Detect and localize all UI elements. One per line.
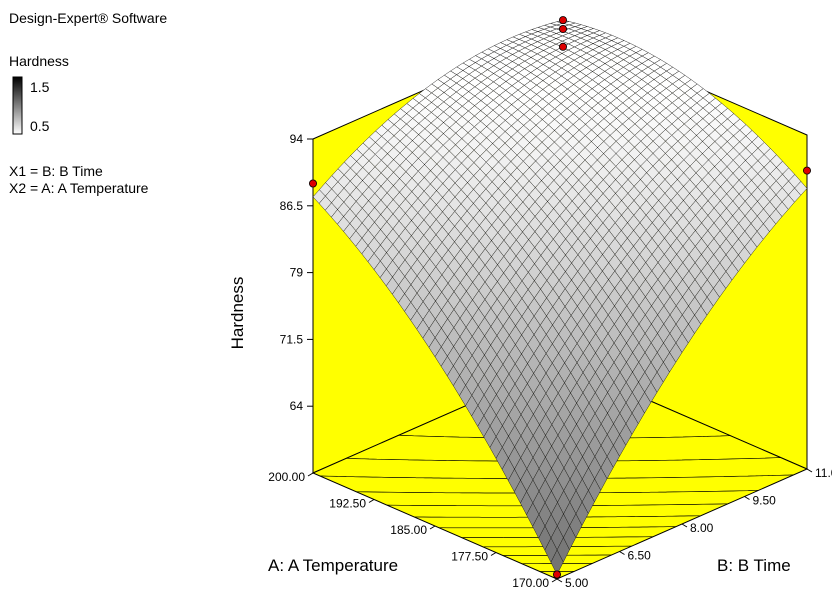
z-tick-label: 94 [290, 132, 304, 146]
x-tick-mark [551, 578, 558, 583]
y-tick-mark [619, 551, 625, 555]
y-tick-mark [681, 523, 688, 528]
z-tick-label: 86.5 [280, 199, 304, 213]
design-point [559, 16, 568, 25]
x-axis-title: A: A Temperature [268, 556, 398, 575]
legend-min-label: 0.5 [30, 118, 50, 134]
x-tick-label: 200.00 [268, 470, 305, 484]
design-point [559, 24, 568, 33]
y-tick-mark [744, 496, 750, 500]
y-tick-label: 8.00 [690, 521, 714, 535]
design-point [553, 570, 562, 579]
x1-factor-label: X1 = B: B Time [9, 163, 103, 179]
design-point [559, 42, 568, 51]
y-tick-label: 11.00 [815, 466, 832, 480]
z-tick-label: 71.5 [280, 332, 304, 346]
legend-max-label: 1.5 [30, 79, 50, 95]
x-tick-label: 177.50 [451, 550, 488, 564]
z-axis-title: Hardness [228, 277, 247, 350]
design-point [308, 179, 317, 188]
x-tick-label: 170.00 [512, 576, 549, 590]
x-tick-mark [368, 499, 375, 503]
x-tick-mark [429, 525, 436, 530]
z-tick-label: 64 [290, 399, 304, 413]
y-axis-title: B: B Time [717, 556, 791, 575]
y-tick-mark [806, 468, 813, 473]
surface-facet [550, 549, 564, 575]
design-point [803, 166, 812, 175]
y-tick-mark [556, 578, 563, 583]
x-tick-label: 192.50 [329, 497, 366, 511]
y-tick-label: 9.50 [753, 494, 777, 508]
legend-response-name: Hardness [9, 53, 69, 69]
legend-color-bar [12, 76, 23, 135]
x-tick-mark [307, 472, 314, 477]
software-name: Design-Expert® Software [9, 10, 168, 26]
y-tick-label: 6.50 [628, 549, 652, 563]
x2-factor-label: X2 = A: A Temperature [9, 180, 149, 196]
x-tick-label: 185.00 [390, 523, 427, 537]
y-tick-label: 5.00 [565, 576, 589, 590]
x-tick-mark [490, 552, 497, 556]
z-tick-label: 79 [290, 266, 304, 280]
